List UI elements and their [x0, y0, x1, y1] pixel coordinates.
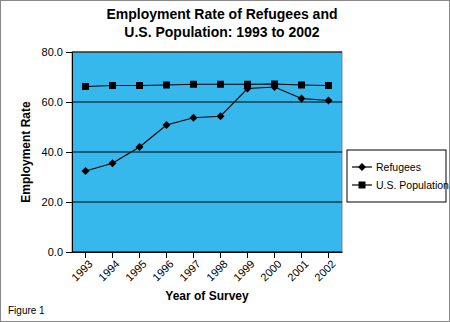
y-tick: 40.0	[42, 146, 72, 158]
marker	[190, 114, 198, 122]
marker	[82, 167, 90, 175]
y-tick-mark	[66, 52, 72, 53]
x-tick-label: 1999	[231, 258, 257, 284]
y-tick: 80.0	[42, 46, 72, 58]
legend-marker	[359, 182, 366, 189]
y-tick: 60.0	[42, 96, 72, 108]
marker	[325, 82, 332, 89]
title-line: Employment Rate of Refugees and	[106, 6, 337, 22]
x-tick: 1996	[150, 252, 176, 283]
legend-marker	[358, 163, 366, 171]
y-tick: 0.0	[48, 246, 72, 258]
x-tick: 1995	[123, 252, 149, 283]
x-tick-label: 1994	[96, 258, 122, 284]
legend-label: Refugees	[376, 161, 421, 173]
y-tick-mark	[66, 102, 72, 103]
marker	[136, 82, 143, 89]
marker	[109, 159, 117, 167]
y-tick-label: 60.0	[42, 96, 63, 108]
y-axis-line	[72, 53, 73, 253]
annotation: Figure 1	[8, 305, 45, 316]
x-tick-label: 2000	[258, 258, 284, 284]
grid-line	[72, 52, 342, 53]
y-tick-mark	[66, 202, 72, 203]
x-tick: 1998	[204, 252, 230, 283]
marker	[109, 82, 116, 89]
y-tick-mark	[66, 252, 72, 253]
grid-line	[72, 202, 342, 203]
marker	[298, 95, 306, 103]
x-tick-label: 2001	[285, 258, 311, 284]
x-axis-title: Year of Survey	[165, 289, 249, 303]
x-tick-label: 1993	[69, 258, 95, 284]
y-tick-label: 40.0	[42, 146, 63, 158]
y-tick-label: 80.0	[42, 46, 63, 58]
marker	[82, 83, 89, 90]
chart: Employment Rate of Refugees and U.S. Popu…	[0, 0, 450, 322]
marker	[217, 81, 224, 88]
grid	[72, 52, 342, 252]
x-tick: 1994	[96, 252, 122, 283]
marker	[244, 81, 251, 88]
marker	[163, 82, 170, 89]
y-tick-label: 20.0	[42, 196, 63, 208]
legend-label: U.S. Population	[376, 179, 449, 191]
marker	[190, 81, 197, 88]
y-tick: 20.0	[42, 196, 72, 208]
x-tick: 1999	[231, 252, 257, 283]
x-tick: 2000	[258, 252, 284, 283]
x-tick: 1997	[177, 252, 203, 283]
x-tick-label: 2002	[312, 258, 338, 284]
title: Employment Rate of Refugees and U.S. Popu…	[106, 6, 337, 40]
marker	[298, 82, 305, 89]
x-tick: 2001	[285, 252, 311, 283]
chart-frame	[1, 1, 450, 322]
marker	[163, 121, 171, 129]
series-line	[86, 87, 329, 171]
marker	[217, 112, 225, 120]
x-tick-label: 1995	[123, 258, 149, 284]
marker	[136, 143, 144, 151]
plot-area	[72, 52, 342, 252]
x-tick-label: 1998	[204, 258, 230, 284]
series-line	[86, 84, 329, 87]
y-axis: 0.0 20.0 40.0 60.0 80.0	[42, 46, 73, 258]
x-tick-label: 1997	[177, 258, 203, 284]
legend: Refugees U.S. Population	[347, 150, 449, 202]
y-tick-mark	[66, 152, 72, 153]
x-tick-label: 1996	[150, 258, 176, 284]
grid-line	[72, 152, 342, 153]
x-tick: 2002	[312, 252, 338, 283]
x-axis: 1993199419951996199719981999200020012002	[69, 252, 342, 283]
legend-box	[347, 150, 446, 202]
y-tick-label: 0.0	[48, 246, 63, 258]
x-tick: 1993	[69, 252, 95, 283]
title-line: U.S. Population: 1993 to 2002	[124, 24, 319, 40]
marks	[82, 81, 333, 176]
marker	[271, 81, 278, 88]
marker	[325, 97, 333, 105]
y-axis-title: Employment Rate	[19, 101, 33, 203]
